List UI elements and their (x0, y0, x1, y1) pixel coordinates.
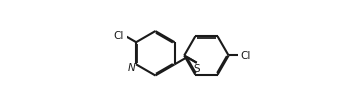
Text: Cl: Cl (241, 51, 251, 60)
Text: S: S (193, 64, 200, 74)
Text: Cl: Cl (114, 31, 124, 41)
Text: N: N (127, 63, 135, 73)
